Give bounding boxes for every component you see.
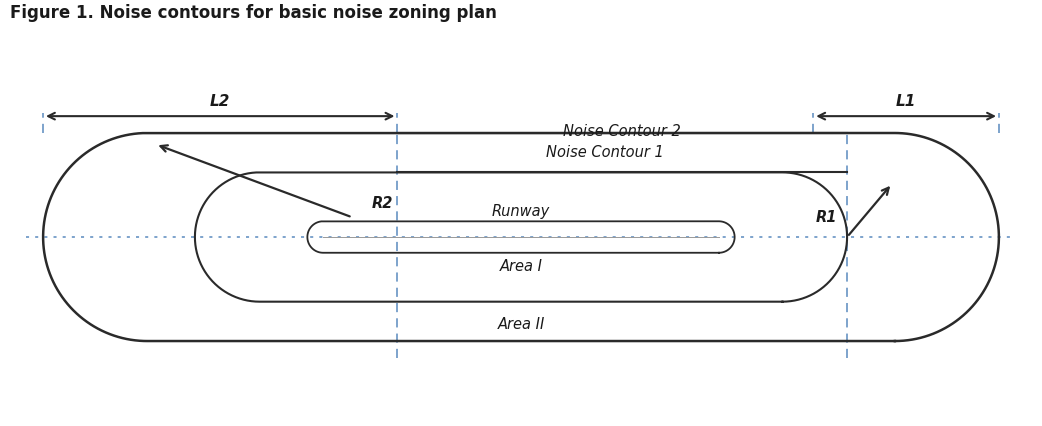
Text: Noise Contour 2: Noise Contour 2: [564, 124, 681, 139]
Text: R2: R2: [372, 196, 394, 211]
Text: Noise Contour 1: Noise Contour 1: [546, 145, 664, 160]
Text: L1: L1: [896, 95, 916, 109]
Text: Area I: Area I: [499, 259, 543, 273]
Text: L2: L2: [210, 95, 230, 109]
Text: Figure 1. Noise contours for basic noise zoning plan: Figure 1. Noise contours for basic noise…: [10, 4, 497, 22]
Text: Area II: Area II: [497, 317, 545, 332]
Text: Runway: Runway: [492, 204, 550, 219]
Text: R1: R1: [816, 210, 838, 225]
